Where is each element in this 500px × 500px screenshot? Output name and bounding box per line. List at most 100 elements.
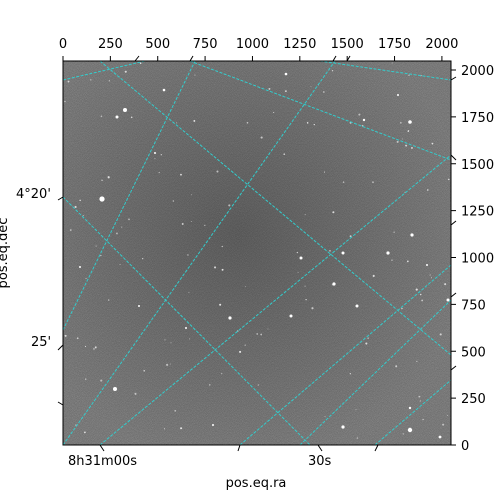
faint-star (228, 204, 231, 207)
faint-star (430, 277, 432, 279)
faint-star (190, 194, 192, 196)
faint-star (322, 91, 325, 93)
ra-tick-label: 30s (308, 454, 332, 469)
faint-star (216, 170, 219, 173)
coordinate-grid (63, 61, 451, 445)
faint-star (401, 138, 403, 140)
star (138, 305, 140, 307)
faint-star (402, 433, 404, 435)
faint-star (119, 264, 121, 266)
faint-star (180, 427, 183, 430)
faint-star (194, 74, 196, 76)
faint-star (356, 437, 359, 439)
faint-star (163, 428, 166, 430)
right-tick-label: 1000 (461, 252, 494, 267)
right-tick-label: 1750 (461, 111, 494, 126)
faint-star (116, 232, 118, 235)
faint-star (260, 136, 263, 139)
star-field (64, 62, 450, 439)
faint-star (342, 181, 345, 183)
faint-star (442, 423, 445, 426)
star (407, 427, 413, 433)
faint-star (268, 87, 271, 90)
world-tick (189, 55, 194, 62)
y-axis-title: pos.eq.dec (0, 218, 11, 289)
faint-star (130, 116, 133, 119)
world-tick (57, 344, 64, 351)
grid-line (319, 61, 451, 81)
faint-star (273, 111, 275, 113)
top-tick-label: 500 (145, 37, 170, 52)
faint-star (267, 328, 269, 330)
world-tick (134, 55, 140, 62)
faint-star (304, 214, 306, 216)
faint-star (221, 373, 223, 375)
grid-line (99, 154, 451, 445)
faint-star (401, 307, 403, 310)
faint-star (180, 173, 182, 176)
faint-star (160, 154, 162, 156)
faint-star (100, 115, 103, 118)
faint-star (324, 171, 326, 173)
faint-star (421, 299, 424, 302)
world-tick (450, 292, 457, 298)
faint-star (124, 70, 127, 73)
faint-star (82, 215, 84, 217)
top-tick-label: 1750 (378, 37, 411, 52)
star (446, 298, 450, 302)
faint-star (444, 283, 447, 286)
faint-star (391, 259, 393, 261)
faint-star (101, 179, 103, 182)
world-tick (99, 444, 105, 452)
faint-star (143, 369, 146, 372)
faint-star (411, 146, 413, 149)
faint-star (332, 211, 335, 214)
faint-star (244, 286, 246, 288)
faint-star (74, 205, 77, 209)
grid-line (63, 61, 196, 331)
faint-star (306, 122, 309, 124)
faint-star (372, 274, 375, 278)
star (113, 387, 117, 391)
star (115, 115, 119, 119)
faint-star (331, 284, 333, 286)
star (162, 88, 166, 92)
grid-line (374, 379, 451, 445)
faint-star (84, 345, 87, 347)
top-tick-label: 0 (59, 37, 67, 52)
faint-star (85, 278, 87, 280)
star (362, 118, 366, 122)
faint-star (257, 384, 259, 386)
faint-star (329, 249, 331, 252)
sky-image (63, 61, 451, 445)
right-tick-label: 1250 (461, 205, 494, 220)
faint-star (304, 285, 306, 287)
faint-star (108, 299, 110, 301)
world-tick (450, 76, 457, 81)
star (79, 266, 81, 268)
dec-tick-label: 25' (31, 335, 51, 350)
top-tick-label: 250 (98, 37, 123, 52)
faint-star (260, 333, 263, 336)
faint-star (324, 416, 326, 418)
faint-star (166, 363, 169, 366)
faint-star (100, 379, 103, 382)
faint-star (172, 200, 174, 202)
faint-star (139, 62, 142, 65)
top-pixel-axis: 0 250 500 750 1000 1250 1500 1750 2000 (59, 37, 458, 61)
faint-star (94, 346, 97, 349)
faint-star (221, 245, 223, 248)
faint-star (358, 113, 361, 116)
world-tick (450, 220, 457, 226)
faint-star (365, 342, 368, 345)
faint-star (419, 293, 422, 296)
faint-star (391, 62, 393, 64)
faint-star (439, 333, 442, 336)
faint-star (284, 90, 287, 93)
star (284, 72, 288, 76)
faint-star (64, 334, 67, 337)
grid-line (239, 264, 451, 445)
faint-star (393, 231, 395, 233)
dec-tick-label: 4°20' (16, 187, 51, 202)
star (410, 233, 414, 237)
